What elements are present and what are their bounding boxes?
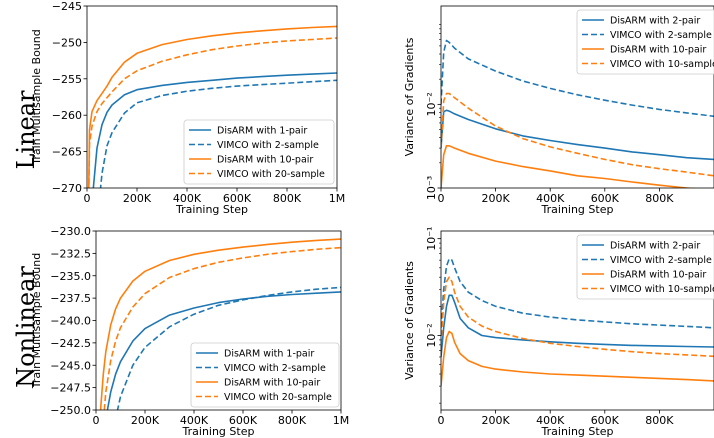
- x-tick-label: 200K: [131, 414, 160, 427]
- y-tick-label: −255: [52, 73, 82, 86]
- x-axis-label: Training Step: [182, 425, 255, 438]
- legend-entry: VIMCO with 2-sample: [610, 30, 712, 41]
- x-tick-label: 0: [84, 192, 91, 205]
- x-tick-label: 600K: [229, 414, 258, 427]
- x-tick-label: 800K: [278, 414, 307, 427]
- row-label-nonlinear: Nonlinear: [12, 266, 40, 388]
- x-tick-label: 400K: [536, 192, 565, 205]
- axes-frame: [440, 230, 714, 411]
- y-tick-label: −250: [52, 36, 82, 49]
- y-tick-label: 10⁻²: [425, 92, 438, 116]
- y-tick-label: −245: [52, 0, 82, 13]
- legend-entry: DisARM with 1-pair: [224, 349, 314, 360]
- y-tick-label: −250.0: [50, 404, 91, 417]
- x-axis-label: Training Step: [541, 203, 614, 216]
- x-tick-label: 800K: [645, 414, 674, 427]
- series-line-0: [441, 109, 714, 161]
- y-tick-label: 10⁻¹: [425, 227, 438, 251]
- legend-entry: VIMCO with 10-sample: [610, 284, 714, 295]
- series-line-2: [441, 145, 697, 188]
- legend: DisARM with 2-pair VIMCO with 2-sample Dis…: [576, 234, 714, 300]
- x-tick-label: 1M: [333, 414, 350, 427]
- legend: DisARM with 1-pair VIMCO with 2-sample Dis…: [183, 119, 335, 185]
- series-line-2: [87, 25, 337, 188]
- series-line-1: [99, 79, 337, 188]
- y-tick-label: −247.5: [50, 382, 91, 395]
- panel-linear-variance: 0 200K 400K 600K 800K Training Step 10⁻³ 10⁻² Va…: [403, 5, 714, 216]
- panel-nonlinear-variance: 0 200K 400K 600K 800K Training Step 10⁻² 10⁻¹ Va…: [403, 227, 714, 438]
- x-tick-label: 200K: [481, 414, 510, 427]
- y-axis-label: Variance of Gradients: [403, 37, 416, 156]
- legend-entry: VIMCO with 20-sample: [217, 169, 325, 180]
- panel-linear-bound: 0 200K 400K 600K 800K 1M Training Step −270 −265…: [30, 0, 346, 216]
- series-line-1: [116, 286, 341, 410]
- x-tick-label: 400K: [173, 192, 202, 205]
- axes-frame: [440, 5, 714, 189]
- legend-entry: DisARM with 10-pair: [217, 155, 313, 166]
- series-line-2: [99, 238, 341, 410]
- x-tick-label: 1M: [329, 192, 346, 205]
- y-tick-label: −260: [52, 109, 82, 122]
- x-tick-label: 400K: [180, 414, 209, 427]
- x-tick-label: 600K: [223, 192, 252, 205]
- y-tick-label: −232.5: [50, 247, 91, 260]
- panel-nonlinear-bound: 0 200K 400K 600K 800K 1M Training Step −250.0 −2…: [30, 225, 349, 438]
- legend-entry: DisARM with 1-pair: [217, 126, 307, 137]
- legend-entry: DisARM with 2-pair: [610, 241, 700, 252]
- series-line-0: [441, 294, 714, 358]
- legend-entry: VIMCO with 2-sample: [217, 140, 319, 151]
- y-tick-label: 10⁻²: [425, 323, 438, 347]
- x-tick-label: 600K: [591, 414, 620, 427]
- legend-entry: VIMCO with 10-sample: [610, 59, 714, 70]
- x-tick-label: 0: [438, 414, 445, 427]
- legend-entry: VIMCO with 2-sample: [610, 255, 712, 266]
- x-axis-label: Training Step: [175, 203, 248, 216]
- legend-entry: VIMCO with 2-sample: [224, 363, 326, 374]
- series-line-3: [88, 37, 337, 188]
- series-line-3: [441, 92, 714, 177]
- axes-frame: [86, 5, 338, 189]
- y-tick-label: 10⁻³: [425, 176, 438, 200]
- y-tick-label: −265: [52, 146, 82, 159]
- y-tick-label: −235.0: [50, 270, 91, 283]
- series-line-3: [441, 276, 714, 358]
- legend: DisARM with 1-pair VIMCO with 2-sample Dis…: [190, 342, 340, 408]
- series-line-2: [441, 330, 714, 387]
- y-tick-label: −240.0: [50, 315, 91, 328]
- legend: DisARM with 2-pair VIMCO with 2-sample Dis…: [576, 9, 714, 75]
- x-axis-label: Training Step: [541, 425, 614, 438]
- legend-entry: DisARM with 10-pair: [610, 270, 706, 281]
- x-tick-label: 0: [93, 414, 100, 427]
- x-tick-label: 200K: [481, 192, 510, 205]
- x-tick-label: 600K: [591, 192, 620, 205]
- series-line-1: [441, 39, 714, 118]
- x-tick-label: 200K: [123, 192, 152, 205]
- y-tick-label: −242.5: [50, 337, 91, 350]
- x-tick-label: 800K: [645, 192, 674, 205]
- series-line-0: [106, 291, 341, 410]
- row-label-linear: Linear: [12, 90, 40, 170]
- y-axis-label: Variance of Gradients: [403, 261, 416, 380]
- x-tick-label: 800K: [273, 192, 302, 205]
- y-axis-label: Train Multisample Bound: [30, 29, 43, 165]
- y-tick-label: −270: [52, 182, 82, 195]
- y-tick-label: −237.5: [50, 292, 91, 305]
- series-line-0: [92, 72, 337, 188]
- series-line-1: [441, 258, 714, 329]
- legend-entry: VIMCO with 20-sample: [224, 392, 332, 403]
- y-axis-label: Train Multisample Bound: [30, 253, 43, 389]
- legend-entry: DisARM with 10-pair: [610, 45, 706, 56]
- legend-entry: DisARM with 2-pair: [610, 16, 700, 27]
- x-tick-label: 400K: [536, 414, 565, 427]
- y-tick-label: −230.0: [50, 225, 91, 238]
- x-tick-label: 0: [438, 192, 445, 205]
- legend-entry: DisARM with 10-pair: [224, 378, 320, 389]
- y-tick-label: −245.0: [50, 359, 91, 372]
